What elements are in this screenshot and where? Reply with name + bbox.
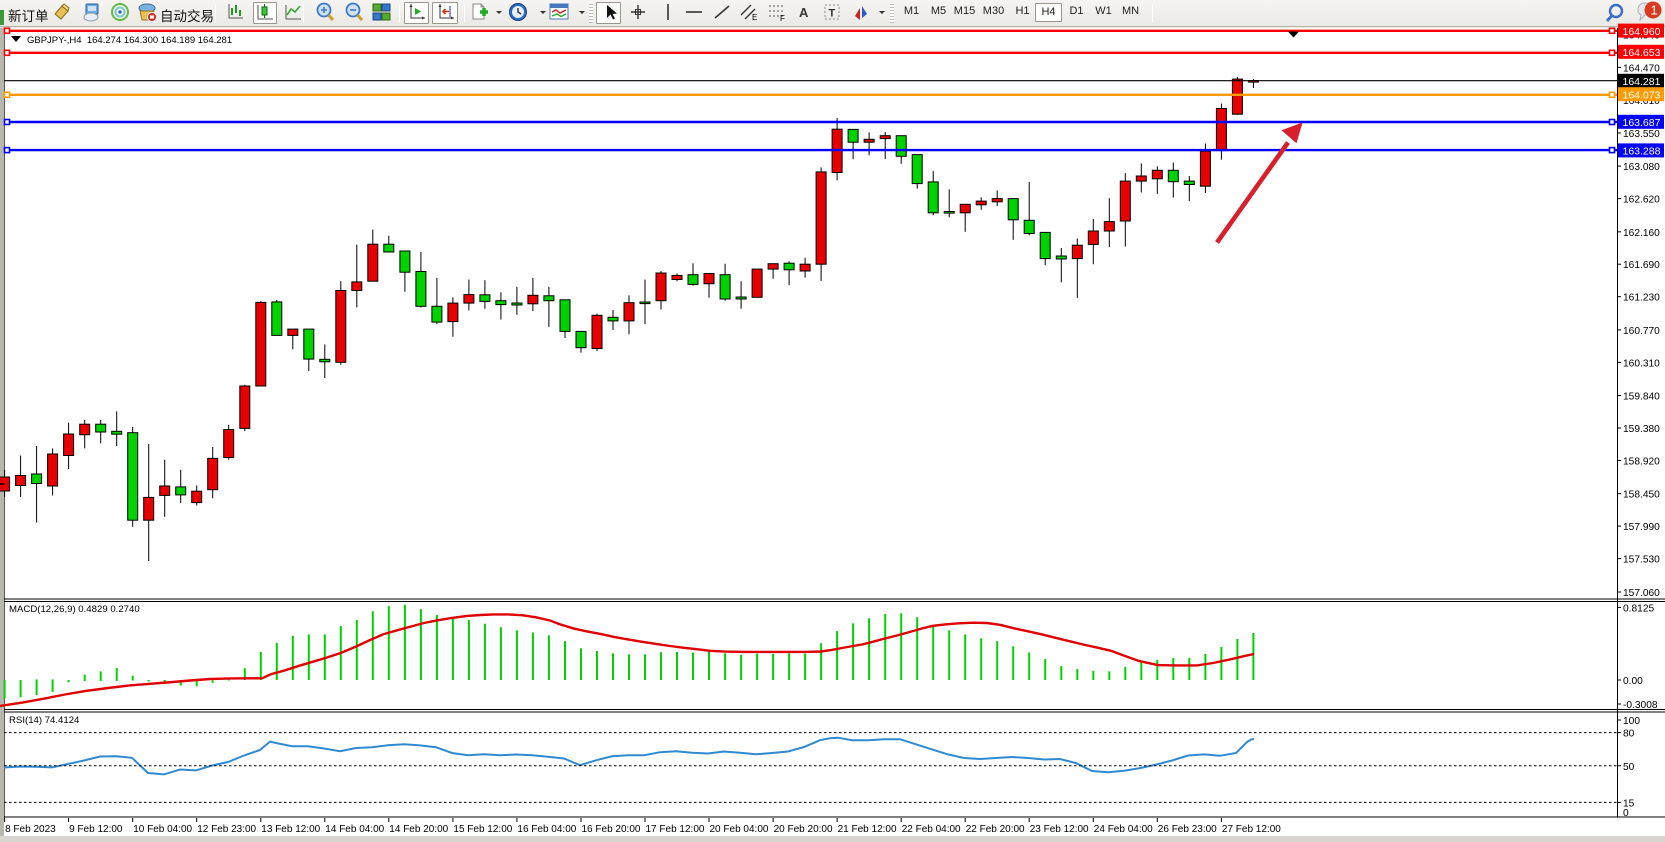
svg-text:9 Feb 12:00: 9 Feb 12:00 bbox=[69, 824, 123, 835]
svg-text:159.380: 159.380 bbox=[1623, 424, 1660, 435]
svg-text:163.288: 163.288 bbox=[1623, 146, 1661, 158]
svg-text:164.073: 164.073 bbox=[1623, 89, 1661, 101]
svg-text:163.080: 163.080 bbox=[1623, 162, 1660, 173]
svg-text:159.840: 159.840 bbox=[1623, 392, 1660, 403]
svg-text:26 Feb 23:00: 26 Feb 23:00 bbox=[1158, 824, 1217, 835]
svg-text:164.281: 164.281 bbox=[1623, 76, 1661, 88]
svg-text:27 Feb 12:00: 27 Feb 12:00 bbox=[1222, 824, 1281, 835]
svg-text:50: 50 bbox=[1623, 762, 1635, 773]
svg-text:15: 15 bbox=[1623, 798, 1635, 809]
svg-text:16 Feb 04:00: 16 Feb 04:00 bbox=[517, 824, 576, 835]
svg-text:17 Feb 12:00: 17 Feb 12:00 bbox=[646, 824, 705, 835]
svg-text:T: T bbox=[829, 8, 836, 20]
svg-text:164.470: 164.470 bbox=[1623, 63, 1660, 74]
svg-text:0: 0 bbox=[1623, 808, 1629, 819]
svg-text:157.530: 157.530 bbox=[1623, 555, 1660, 566]
svg-text:20 Feb 20:00: 20 Feb 20:00 bbox=[774, 824, 833, 835]
svg-text:22 Feb 04:00: 22 Feb 04:00 bbox=[902, 824, 961, 835]
svg-text:-0.3008: -0.3008 bbox=[1623, 700, 1658, 711]
svg-text:21 Feb 12:00: 21 Feb 12:00 bbox=[838, 824, 897, 835]
svg-text:24 Feb 04:00: 24 Feb 04:00 bbox=[1094, 824, 1153, 835]
svg-text:14 Feb 04:00: 14 Feb 04:00 bbox=[325, 824, 384, 835]
svg-text:MACD(12,26,9) 0.4829 0.2740: MACD(12,26,9) 0.4829 0.2740 bbox=[9, 604, 140, 615]
svg-text:158.450: 158.450 bbox=[1623, 490, 1660, 501]
svg-text:RSI(14) 74.4124: RSI(14) 74.4124 bbox=[9, 715, 80, 726]
svg-text:162.620: 162.620 bbox=[1623, 195, 1660, 206]
svg-text:162.160: 162.160 bbox=[1623, 228, 1660, 239]
svg-text:100: 100 bbox=[1623, 716, 1640, 727]
svg-text:13 Feb 12:00: 13 Feb 12:00 bbox=[261, 824, 320, 835]
svg-text:8 Feb 2023: 8 Feb 2023 bbox=[5, 824, 56, 835]
svg-text:164.960: 164.960 bbox=[1623, 26, 1661, 38]
svg-text:1: 1 bbox=[1651, 3, 1658, 18]
svg-text:157.990: 157.990 bbox=[1623, 522, 1660, 533]
svg-text:10 Feb 04:00: 10 Feb 04:00 bbox=[133, 824, 192, 835]
svg-text:GBPJPY-,H4 164.274 164.300 16: GBPJPY-,H4 164.274 164.300 164.189 164.2… bbox=[27, 35, 232, 46]
svg-text:22 Feb 20:00: 22 Feb 20:00 bbox=[966, 824, 1025, 835]
svg-text:15 Feb 12:00: 15 Feb 12:00 bbox=[453, 824, 512, 835]
svg-text:164.010: 164.010 bbox=[1623, 96, 1660, 107]
svg-text:0.8125: 0.8125 bbox=[1623, 603, 1654, 614]
svg-text:80: 80 bbox=[1623, 729, 1635, 740]
svg-text:161.230: 161.230 bbox=[1623, 293, 1660, 304]
svg-text:E: E bbox=[752, 13, 757, 22]
svg-text:163.550: 163.550 bbox=[1623, 129, 1660, 140]
svg-text:0.00: 0.00 bbox=[1623, 676, 1643, 687]
svg-text:161.690: 161.690 bbox=[1623, 260, 1660, 271]
svg-text:157.060: 157.060 bbox=[1623, 588, 1660, 599]
svg-text:158.920: 158.920 bbox=[1623, 457, 1660, 468]
svg-text:23 Feb 12:00: 23 Feb 12:00 bbox=[1030, 824, 1089, 835]
svg-text:16 Feb 20:00: 16 Feb 20:00 bbox=[582, 824, 641, 835]
svg-text:12 Feb 23:00: 12 Feb 23:00 bbox=[197, 824, 256, 835]
svg-text:160.310: 160.310 bbox=[1623, 358, 1660, 369]
svg-text:14 Feb 20:00: 14 Feb 20:00 bbox=[389, 824, 448, 835]
svg-text:20 Feb 04:00: 20 Feb 04:00 bbox=[710, 824, 769, 835]
svg-text:163.687: 163.687 bbox=[1623, 117, 1661, 129]
svg-text:160.770: 160.770 bbox=[1623, 326, 1660, 337]
svg-text:164.653: 164.653 bbox=[1623, 47, 1661, 59]
svg-text:F: F bbox=[780, 14, 785, 22]
